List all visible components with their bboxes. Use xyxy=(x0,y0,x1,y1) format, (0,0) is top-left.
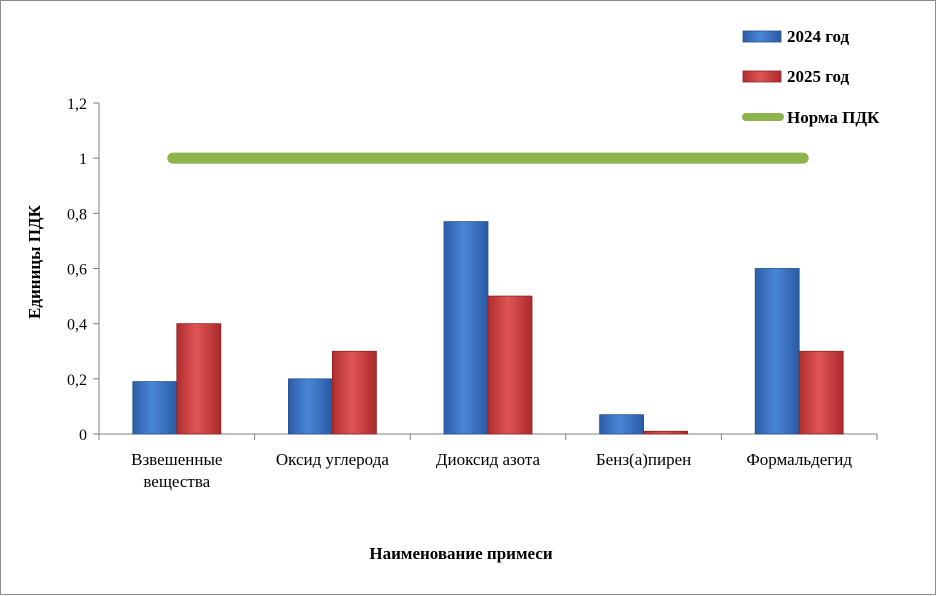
y-tick-label: 1,2 xyxy=(67,96,87,113)
bar-2025 xyxy=(643,430,688,435)
y-tick-label: 0 xyxy=(79,427,87,444)
x-axis-title: Наименование примеси xyxy=(369,544,553,563)
y-tick-label: 1 xyxy=(79,151,87,168)
y-tick-label: 0,2 xyxy=(67,372,87,389)
y-tick-label: 0,8 xyxy=(67,206,87,223)
y-axis: 0 0,2 0,4 0,6 0,8 1 1,2 xyxy=(67,96,100,444)
y-tick-label: 0,6 xyxy=(67,262,87,279)
category-label: Формальдегид xyxy=(746,450,852,469)
category-label: Бенз(а)пирен xyxy=(596,450,691,469)
legend-swatch xyxy=(742,70,782,83)
legend-label: 2025 год xyxy=(787,67,850,86)
legend-label: Норма ПДК xyxy=(787,108,880,127)
bar-2024 xyxy=(754,268,800,435)
bar-2024 xyxy=(599,414,644,435)
category-label: Взвешенные вещества xyxy=(131,450,222,491)
bar-2024 xyxy=(132,381,178,435)
y-tick-label: 0,4 xyxy=(67,317,87,334)
category-label: Оксид углерода xyxy=(276,450,389,469)
legend-swatch xyxy=(742,30,782,43)
x-axis: Взвешенные вещества Оксид углерода Диоксид … xyxy=(98,433,878,491)
bar-2025 xyxy=(176,323,222,435)
bar-2025 xyxy=(487,295,533,435)
bar-2024 xyxy=(443,221,489,435)
category-label: Диоксид азота xyxy=(436,450,541,469)
legend: 2024 год 2025 год Норма ПДК xyxy=(742,27,880,127)
bar-2024 xyxy=(287,378,333,435)
y-axis-title: Единицы ПДК xyxy=(25,204,44,319)
bar-2025 xyxy=(331,350,377,435)
bars xyxy=(132,221,844,435)
bar-2025 xyxy=(798,350,844,435)
legend-label: 2024 год xyxy=(787,27,850,46)
